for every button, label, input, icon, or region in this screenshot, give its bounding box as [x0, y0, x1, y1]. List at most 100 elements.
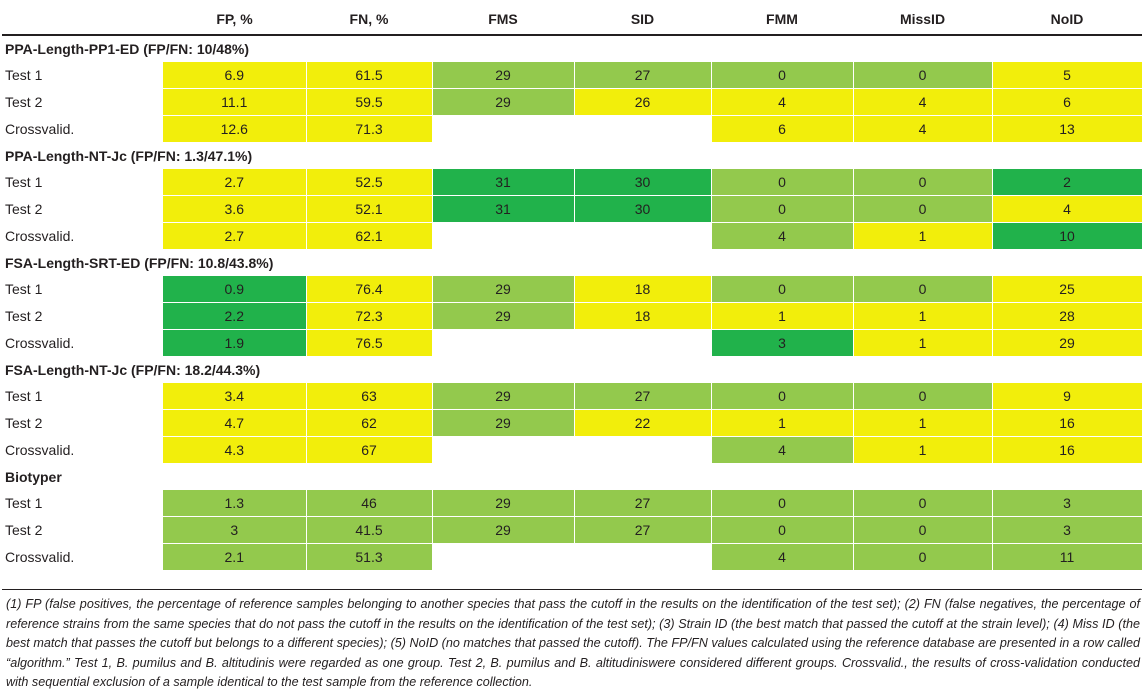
table-cell: 0.9: [163, 276, 307, 303]
table-cell: 72.3: [306, 302, 433, 330]
table-cell: 29: [432, 409, 575, 437]
table-cell: 30: [574, 195, 712, 223]
table-cell: 4: [992, 195, 1143, 223]
table-cell: 18: [574, 302, 712, 330]
table-cell: 29: [432, 276, 575, 303]
table-cell: 0: [711, 276, 854, 303]
table-cell: 41.5: [306, 516, 433, 544]
table-cell: 3: [992, 490, 1143, 517]
table-cell: 76.4: [306, 276, 433, 303]
table-cell: 4.7: [163, 409, 307, 437]
table-cell: [432, 543, 575, 571]
table-row: Test 1 3.4 63 29 27 0 0 9: [2, 383, 1143, 410]
table-footnote: (1) FP (false positives, the percentage …: [6, 597, 1140, 690]
table-cell: 9: [992, 383, 1143, 410]
table-cell: [574, 436, 712, 464]
group-header-row: PPA-Length-PP1-ED (FP/FN: 10/48%): [2, 35, 1142, 62]
row-label: Test 2: [5, 94, 43, 110]
table-cell: 1.3: [163, 490, 307, 517]
table-cell: 13: [992, 115, 1143, 143]
table-cell: [574, 543, 712, 571]
table-cell: 0: [711, 516, 854, 544]
table-cell: 6.9: [163, 62, 307, 89]
table-cell: 0: [853, 62, 993, 89]
table-cell: 0: [711, 490, 854, 517]
group-header-row: Biotyper: [2, 464, 1142, 491]
table-cell: 4: [853, 115, 993, 143]
row-label: Test 1: [5, 495, 43, 512]
table-cell: 0: [711, 383, 854, 410]
header-cell: SID: [574, 4, 711, 36]
group-header-row: FSA-Length-SRT-ED (FP/FN: 10.8/43.8%): [2, 250, 1142, 277]
header-cell: FMM: [711, 4, 853, 36]
table-cell: 0: [853, 516, 993, 544]
header-cell: [2, 4, 163, 36]
table-cell: 71.3: [306, 115, 433, 143]
group-header-row: PPA-Length-NT-Jc (FP/FN: 1.3/47.1%): [2, 143, 1142, 170]
header-cell: MissID: [853, 4, 992, 36]
table-cell: 1: [711, 302, 854, 330]
table-cell: 1: [853, 409, 993, 437]
row-label: Test 1: [5, 281, 43, 298]
row-label: Test 2: [5, 522, 43, 538]
row-label: Test 2: [5, 308, 43, 324]
table-cell: 3: [163, 516, 307, 544]
group-title: Biotyper: [5, 469, 62, 485]
table-row: Crossvalid. 12.6 71.3 6 4 13: [2, 115, 1143, 143]
table-cell: 29: [432, 88, 575, 116]
table-row: Test 2 2.2 72.3 29 18 1 1 28: [2, 302, 1143, 330]
table-bottom-rule: [2, 589, 1142, 590]
table-cell: 1.9: [163, 329, 307, 357]
table-cell: 27: [574, 516, 712, 544]
table-cell: 3: [711, 329, 854, 357]
header-cell: NoID: [992, 4, 1142, 36]
table-row: Crossvalid. 2.7 62.1 4 1 10: [2, 222, 1143, 250]
row-label: Crossvalid.: [5, 335, 75, 351]
table-cell: 11.1: [163, 88, 307, 116]
table-row: Test 1 1.3 46 29 27 0 0 3: [2, 490, 1143, 517]
table-cell: 25: [992, 276, 1143, 303]
table-cell: 31: [432, 169, 575, 196]
table-cell: 28: [992, 302, 1143, 330]
table-cell: 4: [711, 222, 854, 250]
table-row: Test 1 0.9 76.4 29 18 0 0 25: [2, 276, 1143, 303]
table-row: Test 2 3 41.5 29 27 0 0 3: [2, 516, 1143, 544]
row-label: Crossvalid.: [5, 442, 75, 458]
table-cell: 29: [432, 490, 575, 517]
table-row: Test 1 2.7 52.5 31 30 0 0 2: [2, 169, 1143, 196]
header-cell: FMS: [432, 4, 574, 36]
group-header-row: FSA-Length-NT-Jc (FP/FN: 18.2/44.3%): [2, 357, 1142, 384]
table-cell: 0: [853, 490, 993, 517]
table-cell: 0: [711, 169, 854, 196]
table-cell: 29: [432, 516, 575, 544]
table-cell: 51.3: [306, 543, 433, 571]
table-body: PPA-Length-PP1-ED (FP/FN: 10/48%) Test 1 6…: [2, 35, 1143, 571]
table-cell: 0: [711, 62, 854, 89]
table-row: Crossvalid. 2.1 51.3 4 0 11: [2, 543, 1143, 571]
table-cell: 12.6: [163, 115, 307, 143]
row-label: Crossvalid.: [5, 121, 75, 137]
table-cell: 2.7: [163, 222, 307, 250]
table-cell: 1: [853, 302, 993, 330]
results-table: FP, % FN, % FMS SID FMM MissID NoID PPA-…: [2, 4, 1143, 571]
row-label: Test 1: [5, 67, 43, 84]
row-label: Test 2: [5, 201, 43, 217]
table-cell: 30: [574, 169, 712, 196]
table-cell: 18: [574, 276, 712, 303]
table-cell: 0: [853, 383, 993, 410]
table-cell: 67: [306, 436, 433, 464]
table-cell: 3.4: [163, 383, 307, 410]
table-cell: 4: [711, 88, 854, 116]
group-title: FSA-Length-NT-Jc (FP/FN: 18.2/44.3%): [5, 362, 261, 378]
header-row: FP, % FN, % FMS SID FMM MissID NoID: [2, 4, 1142, 36]
table-cell: 61.5: [306, 62, 433, 89]
table-cell: 10: [992, 222, 1143, 250]
table-cell: 22: [574, 409, 712, 437]
table-cell: 62.1: [306, 222, 433, 250]
table-cell: 2.2: [163, 302, 307, 330]
table-cell: [432, 222, 575, 250]
table-cell: 2.1: [163, 543, 307, 571]
table-cell: 16: [992, 436, 1143, 464]
row-label: Crossvalid.: [5, 549, 75, 565]
header-cell: FN, %: [306, 4, 432, 36]
